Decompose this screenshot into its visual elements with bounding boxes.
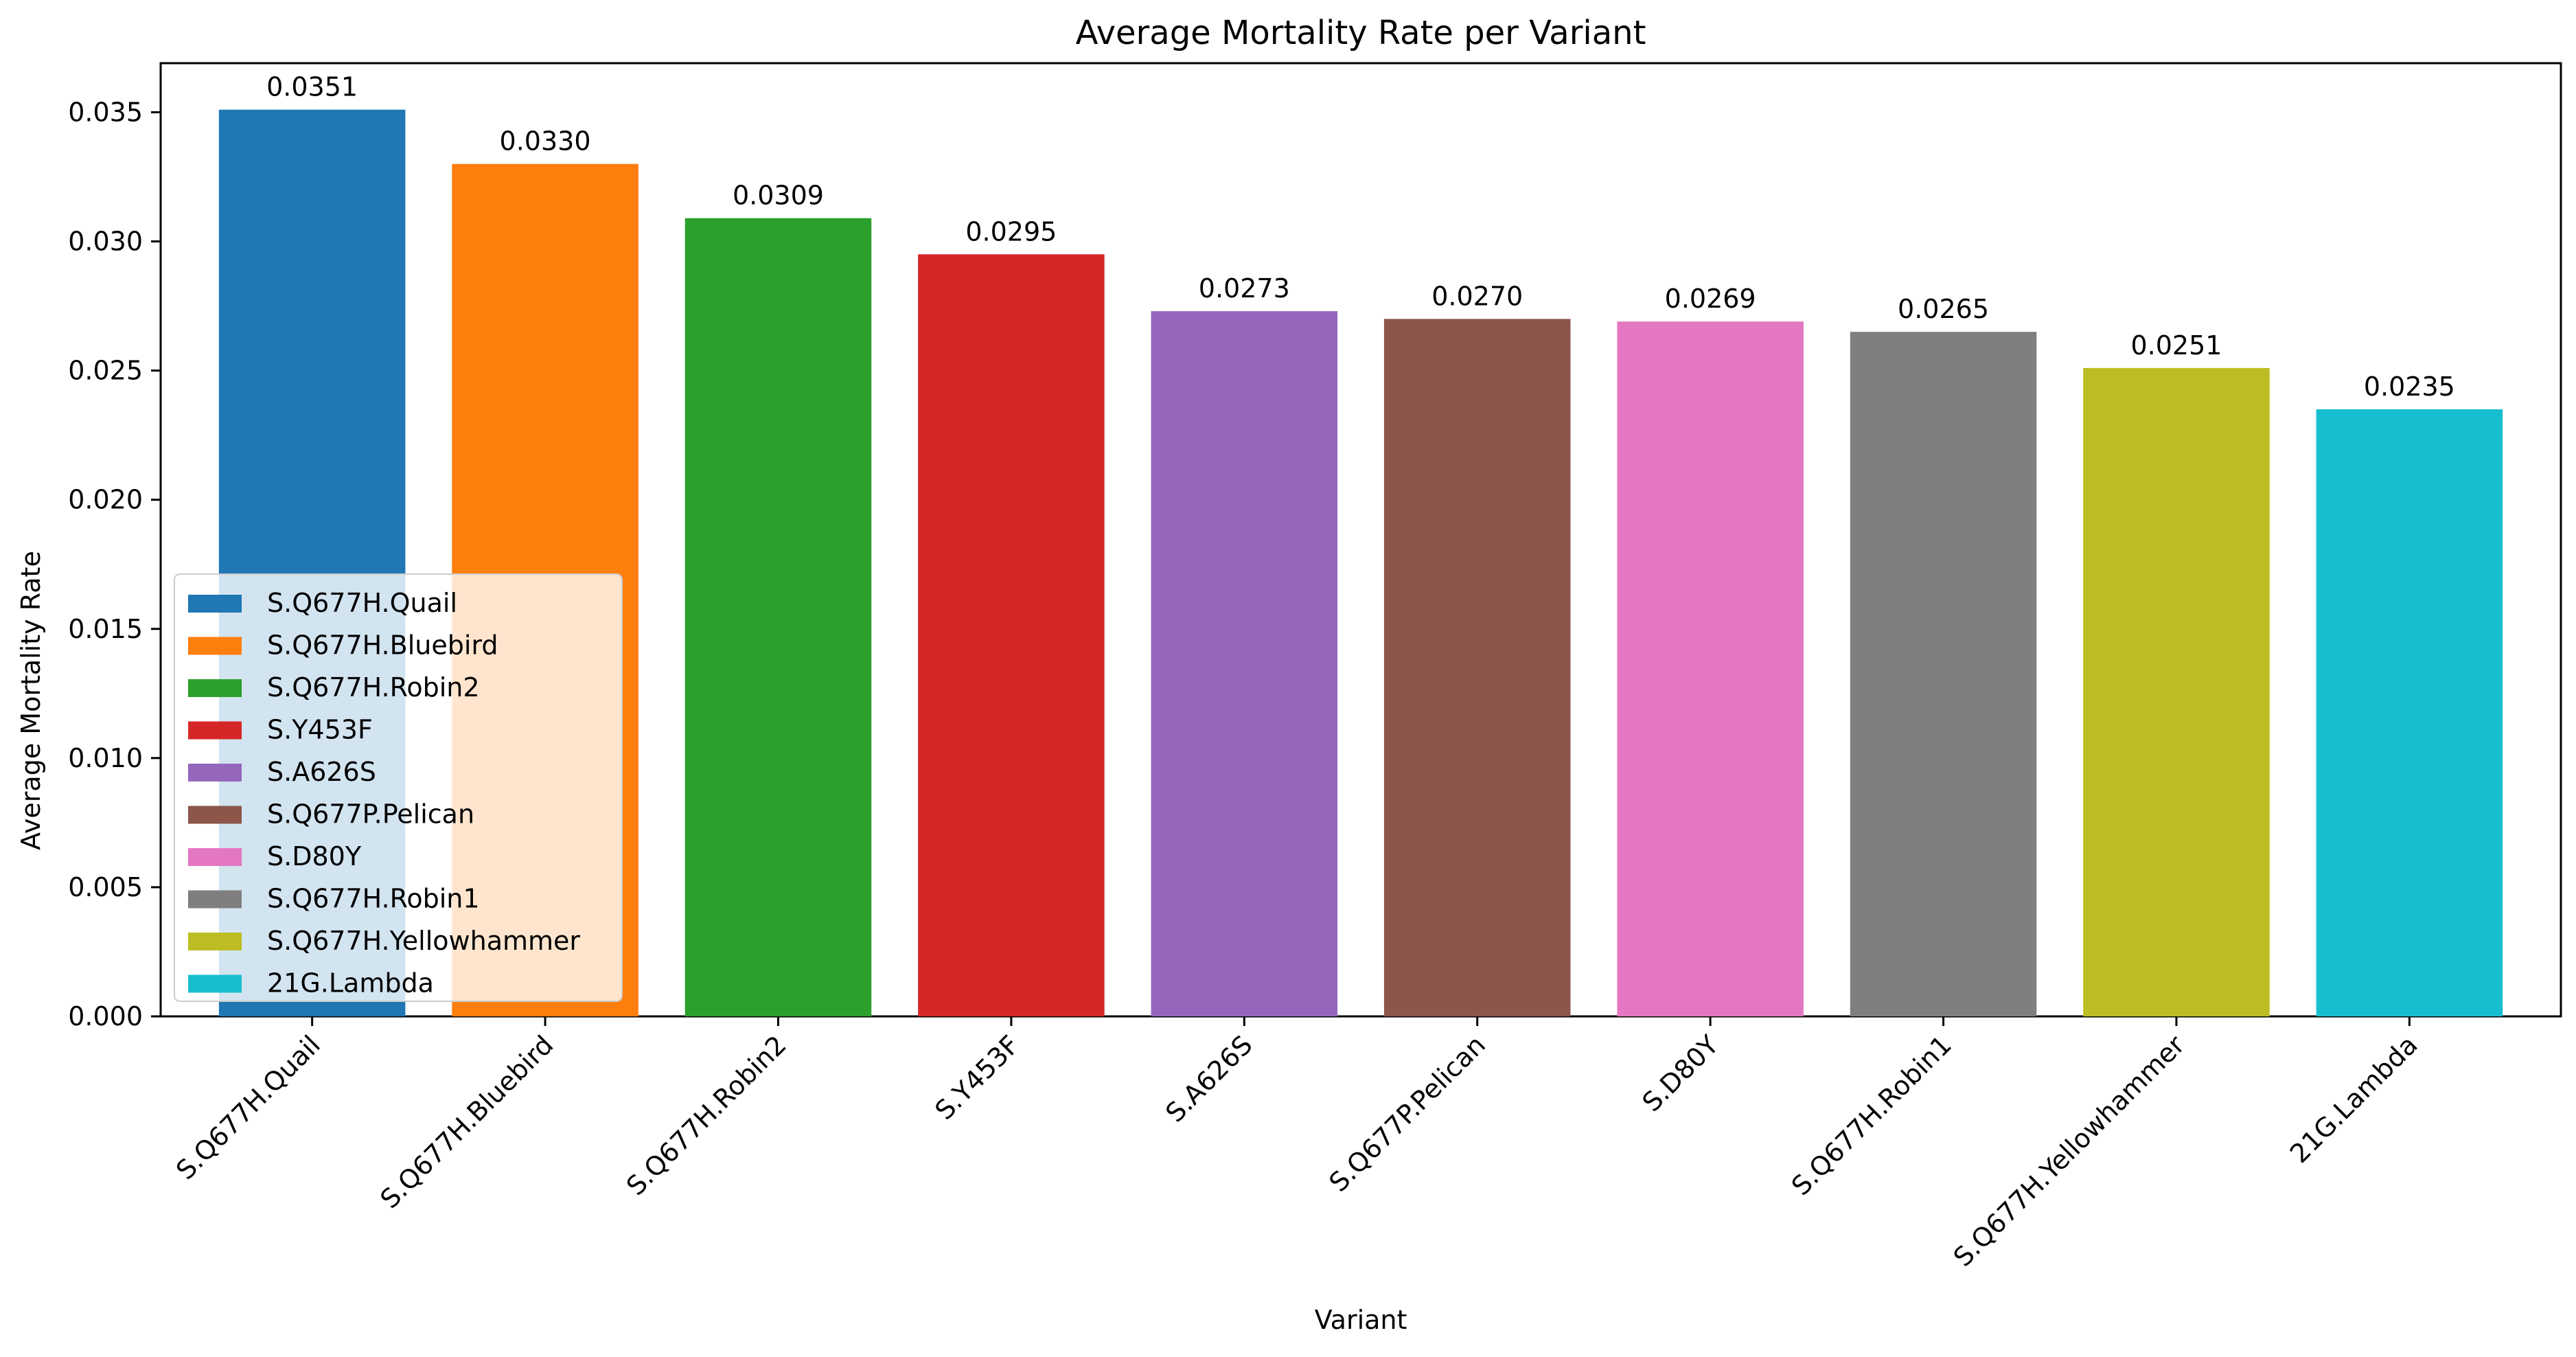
- bar-value-label: 0.0351: [266, 72, 358, 102]
- bar-value-label: 0.0251: [2130, 330, 2222, 361]
- y-tick-label: 0.015: [68, 614, 143, 644]
- bar-value-label: 0.0295: [965, 216, 1057, 247]
- legend-entry-label: 21G.Lambda: [267, 968, 434, 999]
- legend-entry-label: S.Q677H.Yellowhammer: [267, 926, 580, 956]
- legend-swatch: [188, 890, 242, 909]
- y-tick-label: 0.020: [68, 485, 143, 515]
- plot-area: [159, 62, 2562, 1018]
- bar-value-label: 0.0265: [1898, 294, 1989, 324]
- legend-entry-label: S.Q677P.Pelican: [267, 799, 474, 830]
- legend-entry-label: S.Q677H.Bluebird: [267, 630, 498, 661]
- x-axis-label: Variant: [1315, 1305, 1407, 1335]
- bar-5: [1151, 311, 1338, 1016]
- bar-10: [2316, 409, 2503, 1016]
- bar-value-label: 0.0273: [1199, 273, 1290, 304]
- legend-swatch: [188, 764, 242, 782]
- legend-swatch: [188, 974, 242, 993]
- bar-value-label: 0.0330: [500, 126, 591, 157]
- y-tick-label: 0.030: [68, 227, 143, 257]
- bar-value-label: 0.0269: [1665, 284, 1756, 314]
- bar-6: [1383, 319, 1571, 1016]
- bar-4: [918, 254, 1105, 1016]
- y-axis-ticks: 0.000 0.005 0.010 0.015 0.020 0.025 0.030 0.035: [68, 97, 161, 1031]
- chart-title: Average Mortality Rate per Variant: [1076, 14, 1646, 52]
- bar-9: [2083, 367, 2270, 1016]
- legend-swatch: [188, 679, 242, 697]
- legend-swatch: [188, 806, 242, 824]
- y-tick-label: 0.010: [68, 743, 143, 773]
- bar-value-label: 0.0270: [1431, 281, 1523, 311]
- y-tick-label: 0.025: [68, 356, 143, 386]
- legend-entry-label: S.A626S: [267, 757, 376, 787]
- y-axis-label: Average Mortality Rate: [16, 551, 46, 850]
- bar-8: [1850, 332, 2037, 1016]
- legend-swatch: [188, 933, 242, 950]
- y-tick-label: 0.035: [68, 97, 143, 127]
- legend-entry-label: S.D80Y: [267, 841, 362, 871]
- legend-swatch: [188, 595, 242, 613]
- legend-box: [174, 573, 623, 1002]
- legend-entry-label: S.Q677H.Quail: [267, 588, 457, 618]
- legend: S.Q677H.Quail S.Q677H.Bluebird S.Q677H.Rob…: [174, 573, 623, 1002]
- legend-entry-label: S.Q677H.Robin2: [267, 672, 480, 703]
- legend-swatch: [188, 721, 242, 740]
- legend-entry-label: S.Q677H.Robin1: [267, 884, 480, 914]
- plot-frame: [159, 62, 2562, 1018]
- bar-7: [1617, 321, 1804, 1017]
- y-tick-label: 0.005: [68, 872, 143, 902]
- bar-3: [685, 218, 872, 1017]
- legend-swatch: [188, 848, 242, 866]
- legend-entry-label: S.Y453F: [267, 715, 373, 745]
- y-tick-label: 0.000: [68, 1001, 143, 1031]
- bar-value-label: 0.0309: [733, 181, 824, 211]
- bar-value-label: 0.0235: [2364, 372, 2455, 402]
- legend-swatch: [188, 637, 242, 655]
